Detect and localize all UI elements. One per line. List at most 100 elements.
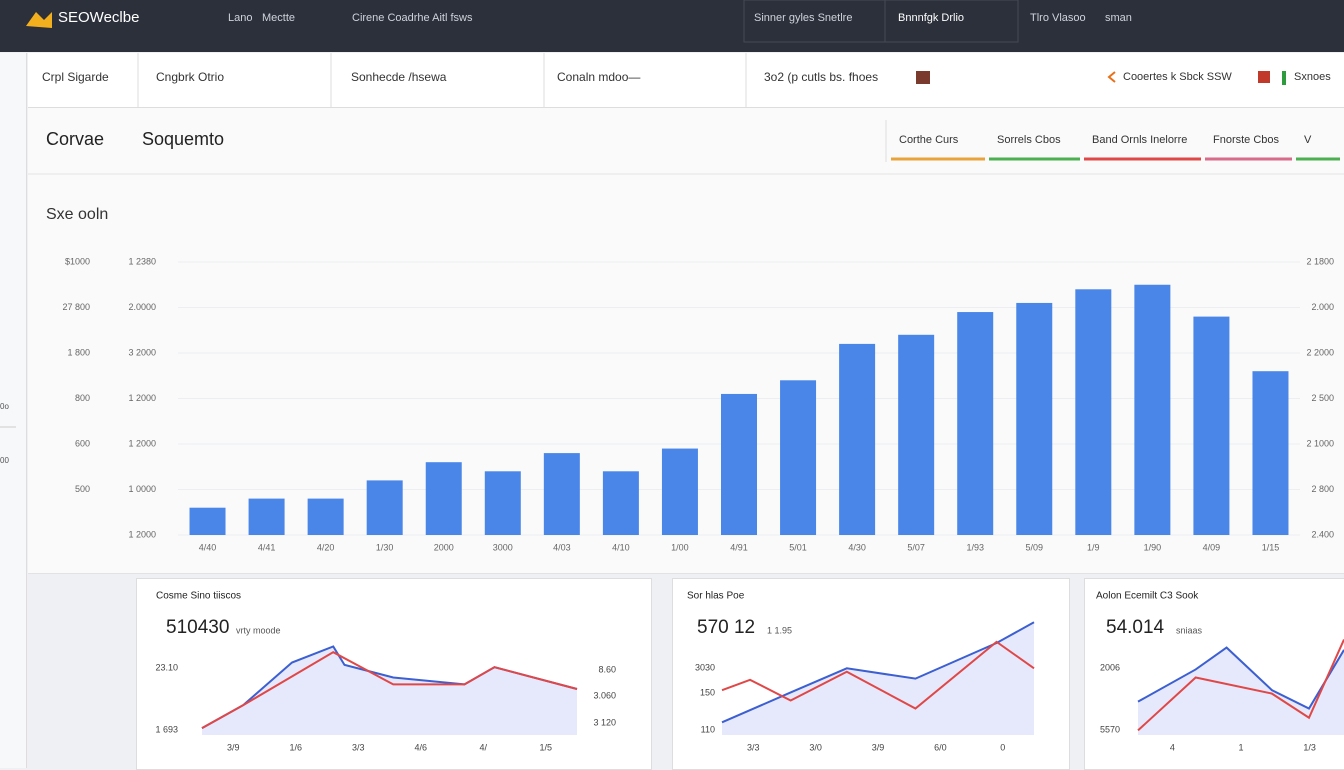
bar: [602, 471, 639, 535]
x-tick-label: 5/01: [789, 542, 807, 552]
y-tick-label: 1 0000: [128, 484, 156, 494]
logo[interactable]: SEOWeclbe: [58, 9, 139, 26]
x-label: 1/3: [1303, 742, 1316, 752]
y-label: 3.060: [593, 690, 616, 700]
y2-tick-label: 2 800: [1311, 484, 1334, 494]
x-tick-label: 5/09: [1025, 542, 1043, 552]
y-tick-label: 3 2000: [128, 347, 156, 357]
y2-tick-label: 2.400: [1311, 529, 1334, 539]
y-tick-label: 27 800: [62, 302, 90, 312]
nav-item[interactable]: Cirene Coadrhe Aitl fsws: [352, 12, 473, 24]
subnav-item[interactable]: Sxnoes: [1294, 71, 1331, 83]
bar: [248, 498, 285, 535]
top-nav: [0, 0, 1344, 52]
x-label: 3/9: [227, 742, 240, 752]
card-note: vrty moode: [236, 625, 281, 635]
bar: [543, 453, 580, 535]
sidebar-label: 0o: [0, 402, 9, 411]
x-label: 4/: [479, 742, 487, 752]
bar: [1134, 284, 1171, 535]
x-label: 1/5: [539, 742, 552, 752]
nav-item[interactable]: Lano: [228, 12, 252, 24]
card-title: Aolon Ecemilt C3 Sook: [1096, 591, 1199, 602]
bar: [484, 471, 521, 535]
card-title: Sor hlas Poe: [687, 591, 745, 602]
card-value: 570 12: [697, 617, 755, 638]
chart-title: Sxe ooln: [46, 206, 108, 223]
x-tick-label: 4/03: [553, 542, 571, 552]
area: [202, 646, 577, 735]
subnav-item[interactable]: Sonhecde /hsewa: [351, 70, 447, 84]
y-label: 5570: [1100, 724, 1120, 734]
y-tick-label: 600: [75, 438, 90, 448]
bar: [425, 462, 462, 535]
x-tick-label: 1/90: [1144, 542, 1162, 552]
x-tick-label: 2000: [434, 542, 454, 552]
y-tick-label: 1 800: [67, 347, 90, 357]
card-note: sniaas: [1176, 625, 1203, 635]
line: [201, 651, 578, 729]
tab[interactable]: Fnorste Cbos: [1213, 134, 1280, 146]
subnav-item[interactable]: Cngbrk Otrio: [156, 70, 224, 84]
card-title: Cosme Sino tiiscos: [156, 591, 241, 602]
x-tick-label: 4/09: [1203, 542, 1221, 552]
nav-item[interactable]: Tlro Vlasoo: [1030, 12, 1086, 24]
nav-item[interactable]: Bnnnfgk Drlio: [898, 12, 964, 24]
tab[interactable]: V: [1304, 134, 1312, 146]
bar: [1016, 302, 1053, 535]
y-label: 150: [700, 687, 715, 697]
subnav-item[interactable]: Crpl Sigarde: [42, 70, 109, 84]
nav-item[interactable]: Mectte: [262, 12, 295, 24]
bar: [661, 448, 698, 535]
y-tick-label: 1 2000: [128, 529, 156, 539]
icon: [1258, 71, 1270, 83]
y-tick-label: 1 2000: [128, 393, 156, 403]
x-label: 3/0: [809, 742, 822, 752]
bar: [721, 393, 757, 535]
x-tick-label: 4/30: [848, 542, 866, 552]
x-tick-label: 1/00: [671, 542, 689, 552]
bar: [898, 334, 935, 535]
x-tick-label: 4/20: [317, 542, 335, 552]
x-label: 4: [1170, 742, 1175, 752]
y-label: 8.60: [598, 664, 616, 674]
icon: [1282, 71, 1286, 85]
subnav-item[interactable]: Cooertes k Sbck SSW: [1123, 71, 1232, 83]
y-tick-label: $1000: [65, 256, 90, 266]
y-label: 1 693: [155, 724, 178, 734]
bar: [957, 312, 994, 535]
tab[interactable]: Sorrels Cbos: [997, 134, 1061, 146]
area: [1138, 647, 1344, 735]
y2-tick-label: 2 1000: [1306, 438, 1334, 448]
bar: [307, 498, 344, 535]
subnav-item[interactable]: 3o2 (p cutls bs. fhoes: [764, 70, 878, 84]
x-tick-label: 1/9: [1087, 542, 1100, 552]
bar: [780, 380, 817, 535]
line: [1137, 646, 1344, 710]
nav-item[interactable]: sman: [1105, 12, 1132, 24]
sidebar: [0, 53, 27, 768]
nav-item[interactable]: Sinner gyles Snetlre: [754, 12, 852, 24]
x-tick-label: 1/93: [966, 542, 984, 552]
bar: [1252, 371, 1289, 535]
area: [722, 622, 1034, 735]
card-value: 510430: [166, 617, 229, 638]
y-tick-label: 2.0000: [128, 302, 156, 312]
line: [721, 640, 1035, 710]
card: [136, 578, 652, 770]
subnav-item[interactable]: Conaln mdoo—: [557, 70, 640, 84]
y-label: 3030: [695, 662, 715, 672]
tab[interactable]: Corthe Curs: [899, 134, 959, 146]
bar: [839, 343, 876, 535]
x-tick-label: 5/07: [907, 542, 925, 552]
x-label: 3/9: [872, 742, 885, 752]
y-label: 3 120: [593, 717, 616, 727]
tab[interactable]: Band Ornls Inelorre: [1092, 134, 1187, 146]
bar: [1193, 316, 1230, 535]
card-note: 1 1.95: [767, 625, 792, 635]
section-subtitle: Soquemto: [142, 129, 224, 149]
y2-tick-label: 2 2000: [1306, 347, 1334, 357]
section-title: Corvae: [46, 129, 104, 149]
